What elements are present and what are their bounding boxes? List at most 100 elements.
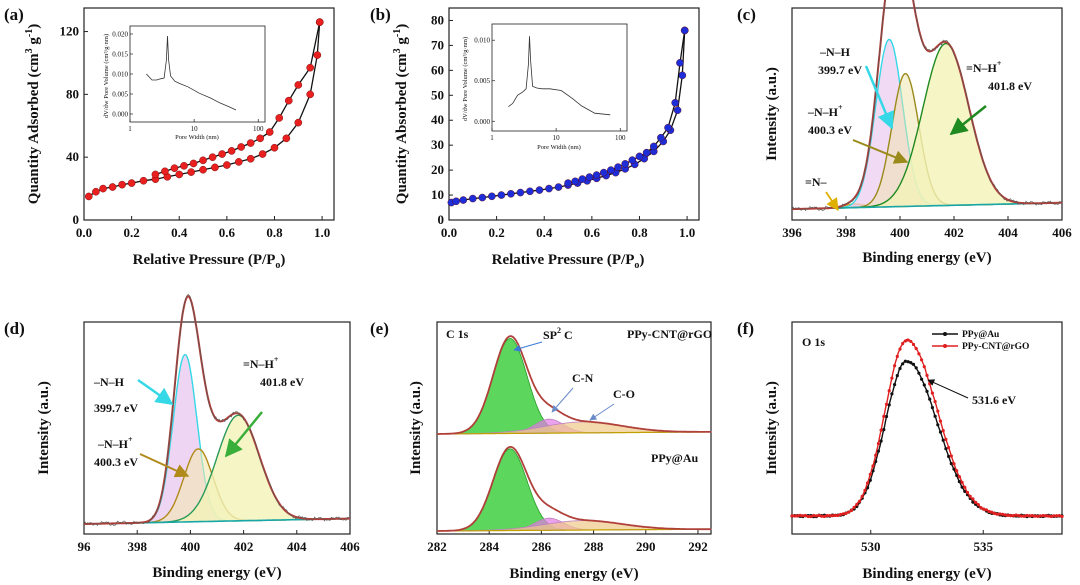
f-xtick-label: 535	[974, 539, 994, 554]
f-series-1-point	[982, 507, 986, 511]
d-envelope	[84, 294, 351, 525]
f-series-1-point	[828, 514, 832, 518]
f-series-1-point	[1033, 514, 1037, 518]
panel-c-arrow-nhplus	[852, 139, 909, 164]
b-desorption-point	[571, 177, 579, 186]
b-desorption-point	[649, 142, 658, 151]
b-ytick-label: 60	[431, 62, 444, 77]
f-series-1-point	[898, 347, 902, 351]
panel-e-arrow-sp2	[513, 341, 543, 352]
panel-c-ann-nh: –N–H 399.7 eV	[818, 45, 862, 77]
f-series-1-point	[893, 364, 897, 368]
b-inset-xtick-label: 10	[553, 134, 561, 142]
panel-f-legend-marker-ppy-au	[943, 332, 947, 336]
panel-c-arrow-nh2plus	[949, 105, 987, 136]
b-ytick-label: 30	[431, 137, 444, 152]
a-desorption-point	[294, 81, 303, 89]
panel-b: (b) 0.0 0.2 0.4 0.6 0.8 1.0 0 10 20 30 40 50 60 70 80…	[370, 5, 700, 271]
f-series-1-point	[1044, 514, 1048, 518]
a-adsorption-point	[258, 150, 267, 158]
a-adsorption-point	[199, 165, 207, 174]
b-inset-ytick-label: 0.010	[474, 37, 490, 45]
a-inset-ytick-label: 0.010	[112, 71, 128, 79]
f-series-1-point	[1036, 514, 1040, 519]
panel-f: (f) 530 535 Binding energy (eV) Intensity…	[737, 319, 1064, 582]
a-desorption-point	[256, 134, 264, 143]
c-xtick-label: 396	[782, 225, 802, 240]
b-desorption-point	[628, 156, 637, 164]
b-desorption-point	[564, 179, 572, 187]
panel-a-inset-ylabel: dV/dw Pore Volume (cm³/g·nm)	[103, 34, 110, 118]
f-series-1-point	[852, 505, 856, 510]
panel-b-inset-ylabel: dV/dw Pore Volume (cm³/g·nm)	[462, 37, 469, 121]
b-ytick-label: 70	[431, 37, 444, 52]
f-series-1-point	[868, 472, 872, 476]
b-desorption-point	[642, 148, 651, 157]
f-series-0-point	[952, 467, 956, 471]
b-ytick-label: 0	[438, 212, 445, 227]
f-series-1-point	[863, 488, 867, 493]
panel-f-legend-ppy-au: PPy@Au	[962, 330, 1000, 340]
b-desorption-point	[635, 152, 644, 161]
panel-d-xticks: 96 398 400 402 404 406	[78, 530, 360, 554]
f-series-1-point	[1022, 514, 1026, 518]
f-series-0-point	[903, 359, 908, 363]
panel-e-arrow-cn	[551, 387, 574, 413]
f-series-1-point	[928, 382, 932, 386]
panel-c: (c) 396 398 400 402 404 406 Binding energy (e…	[737, 0, 1072, 266]
panel-a-inset-frame	[129, 25, 266, 123]
panel-f-ann-peak: 531.6 eV	[972, 393, 1016, 407]
a-inset-ytick-label: 0.005	[112, 91, 128, 99]
panel-d-label: (d)	[4, 319, 25, 338]
f-series-1-point	[936, 409, 940, 413]
panel-d-ann-nhplus: –N–H+ 400.3 eV	[94, 435, 138, 469]
b-desorption-point	[607, 166, 615, 174]
f-series-1-point	[803, 513, 808, 518]
f-series-1-point	[1057, 514, 1061, 518]
f-series-1-point	[984, 508, 989, 512]
f-series-1-point	[887, 389, 891, 393]
e-bottom-envelope	[437, 446, 712, 532]
f-series-1-point	[857, 499, 862, 503]
f-series-1-point	[841, 512, 845, 516]
f-series-0-point	[901, 362, 905, 366]
b-xtick-label: 0.4	[536, 225, 553, 240]
a-adsorption-point	[127, 179, 136, 187]
panel-e-arrow-co	[589, 403, 615, 421]
a-inset-xtick-label: 100	[253, 125, 264, 133]
f-series-1-point	[820, 514, 824, 518]
f-series-1-point	[947, 445, 951, 450]
f-series-1-point	[833, 513, 837, 518]
a-adsorption-point	[84, 192, 93, 201]
f-series-1-point	[1001, 512, 1005, 516]
panel-b-data	[447, 26, 689, 207]
panel-c-ann-n: =N–	[805, 175, 828, 189]
a-desorption-line	[155, 21, 321, 176]
a-desorption-point	[199, 156, 207, 165]
f-series-1-point	[933, 400, 937, 404]
a-adsorption-point	[92, 187, 100, 196]
panel-a: (a) 0.0 0.2 0.4 0.6 0.8 1.0 0 40 80 120 Relative…	[4, 5, 335, 271]
f-series-0-point	[906, 360, 910, 364]
f-series-1-point	[920, 358, 924, 362]
a-adsorption-point	[187, 168, 195, 176]
f-series-1-point	[930, 391, 935, 395]
panel-e-xticks: 282 284 286 288 290 292	[427, 530, 708, 554]
panel-b-xticks: 0.0 0.2 0.4 0.6 0.8 1.0	[441, 216, 695, 240]
b-adsorption-point	[535, 186, 544, 194]
a-desorption-point	[306, 63, 314, 72]
f-series-1-point	[890, 376, 894, 380]
f-series-0-point	[882, 428, 886, 432]
f-series-0-point	[930, 406, 935, 410]
f-series-1-point	[874, 453, 878, 457]
panel-b-inset-xlabel: Pore Width (nm)	[537, 144, 581, 151]
f-series-0-point	[879, 439, 883, 443]
f-series-0-point	[868, 478, 872, 482]
f-series-0-point	[884, 414, 889, 419]
panel-a-label: (a)	[4, 5, 24, 24]
panel-c-ann-nhplus: –N–H+ 400.3 eV	[807, 103, 852, 137]
a-adsorption-point	[139, 176, 148, 185]
f-series-1-point	[1052, 514, 1056, 518]
f-series-1-point	[1060, 514, 1064, 519]
f-xtick-label: 530	[861, 539, 881, 554]
